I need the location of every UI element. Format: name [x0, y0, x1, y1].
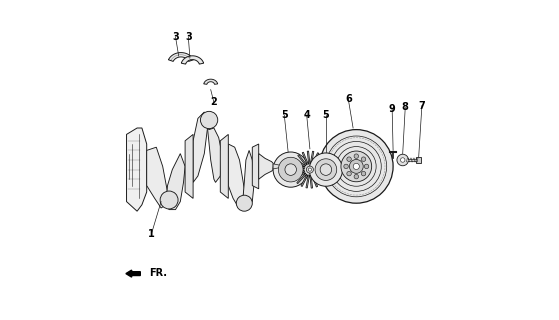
Circle shape: [341, 151, 372, 182]
Text: 3: 3: [185, 32, 192, 42]
Text: 9: 9: [389, 104, 396, 114]
Circle shape: [320, 130, 393, 203]
Text: 7: 7: [419, 100, 425, 111]
Polygon shape: [273, 164, 280, 169]
Polygon shape: [243, 150, 254, 206]
Text: 5: 5: [323, 110, 329, 120]
Text: 3: 3: [172, 32, 179, 42]
Polygon shape: [185, 134, 193, 198]
FancyArrow shape: [126, 270, 140, 277]
Circle shape: [160, 191, 178, 209]
Text: 5: 5: [281, 110, 288, 120]
Circle shape: [364, 164, 369, 169]
Polygon shape: [166, 154, 185, 210]
Circle shape: [344, 164, 348, 169]
Bar: [416, 157, 421, 163]
Circle shape: [397, 154, 409, 166]
Polygon shape: [146, 147, 168, 208]
Circle shape: [278, 157, 303, 182]
Circle shape: [349, 159, 363, 173]
Polygon shape: [168, 52, 193, 61]
Polygon shape: [228, 144, 244, 206]
Circle shape: [315, 159, 337, 180]
Circle shape: [354, 154, 358, 158]
Text: 6: 6: [345, 94, 352, 104]
Polygon shape: [203, 79, 217, 84]
Circle shape: [236, 195, 252, 211]
Polygon shape: [259, 154, 273, 179]
Text: 8: 8: [402, 102, 409, 112]
Circle shape: [353, 163, 359, 170]
Circle shape: [285, 164, 296, 175]
Text: 1: 1: [148, 228, 155, 239]
Polygon shape: [207, 128, 222, 182]
Circle shape: [201, 111, 218, 129]
Circle shape: [306, 166, 314, 173]
Circle shape: [354, 174, 358, 179]
Polygon shape: [181, 56, 203, 64]
Circle shape: [361, 172, 366, 176]
Polygon shape: [291, 151, 329, 188]
Circle shape: [347, 172, 351, 176]
Circle shape: [361, 157, 366, 161]
Text: FR.: FR.: [149, 268, 167, 278]
Text: 4: 4: [304, 110, 310, 120]
Polygon shape: [126, 128, 146, 211]
Text: 2: 2: [211, 97, 217, 108]
Circle shape: [309, 153, 343, 186]
Polygon shape: [193, 112, 207, 182]
Circle shape: [320, 164, 331, 175]
Polygon shape: [252, 144, 259, 189]
Circle shape: [400, 158, 405, 162]
Circle shape: [273, 152, 309, 187]
Circle shape: [347, 157, 351, 161]
Circle shape: [309, 168, 311, 171]
Polygon shape: [220, 134, 228, 198]
